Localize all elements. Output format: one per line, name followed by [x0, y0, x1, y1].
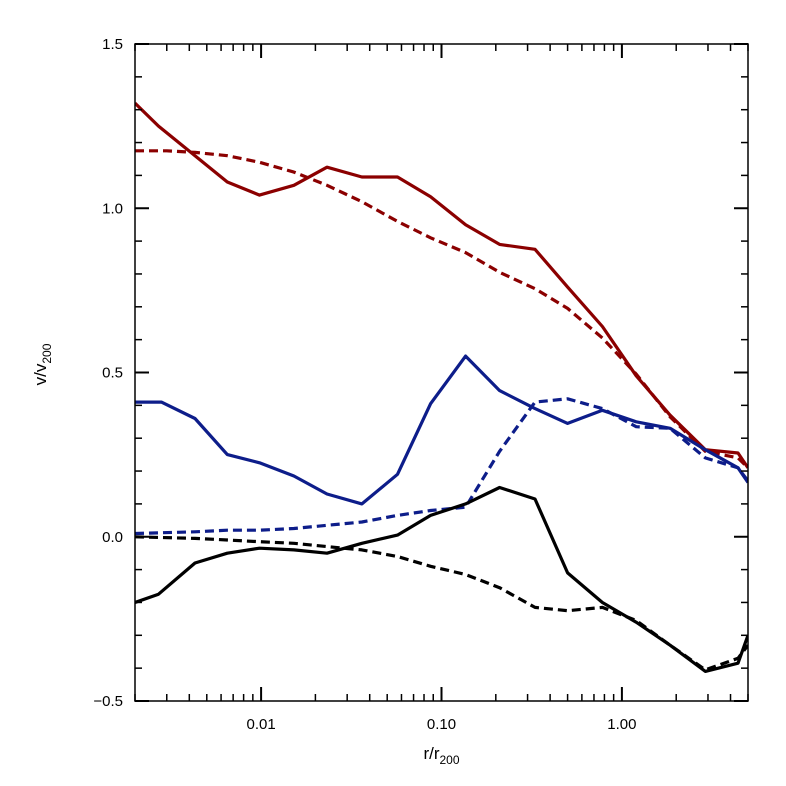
x-axis-label-base: r/r [423, 744, 439, 763]
y-axis-label-base: v/v [31, 363, 50, 385]
y-tick-label-1: 0.0 [102, 529, 123, 546]
y-axis-label: v/v200 [31, 343, 54, 385]
x-axis-label-sub: 200 [440, 753, 460, 767]
y-tick-label-0: −0.5 [93, 693, 123, 710]
y-tick-label-4: 1.5 [102, 36, 123, 53]
x-tick-label-1: 0.10 [427, 716, 456, 733]
x-tick-label-0: 0.01 [246, 716, 275, 733]
series-line-2-dashed [135, 149, 748, 469]
plot-frame [134, 43, 749, 702]
y-tick-label-2: 0.5 [102, 365, 123, 382]
y-axis-label-sub: 200 [40, 343, 54, 363]
x-axis-label: r/r200 [423, 744, 459, 767]
y-tick-label-3: 1.0 [102, 200, 123, 217]
series-layer [135, 101, 748, 674]
x-tick-label-2: 1.00 [607, 716, 636, 733]
